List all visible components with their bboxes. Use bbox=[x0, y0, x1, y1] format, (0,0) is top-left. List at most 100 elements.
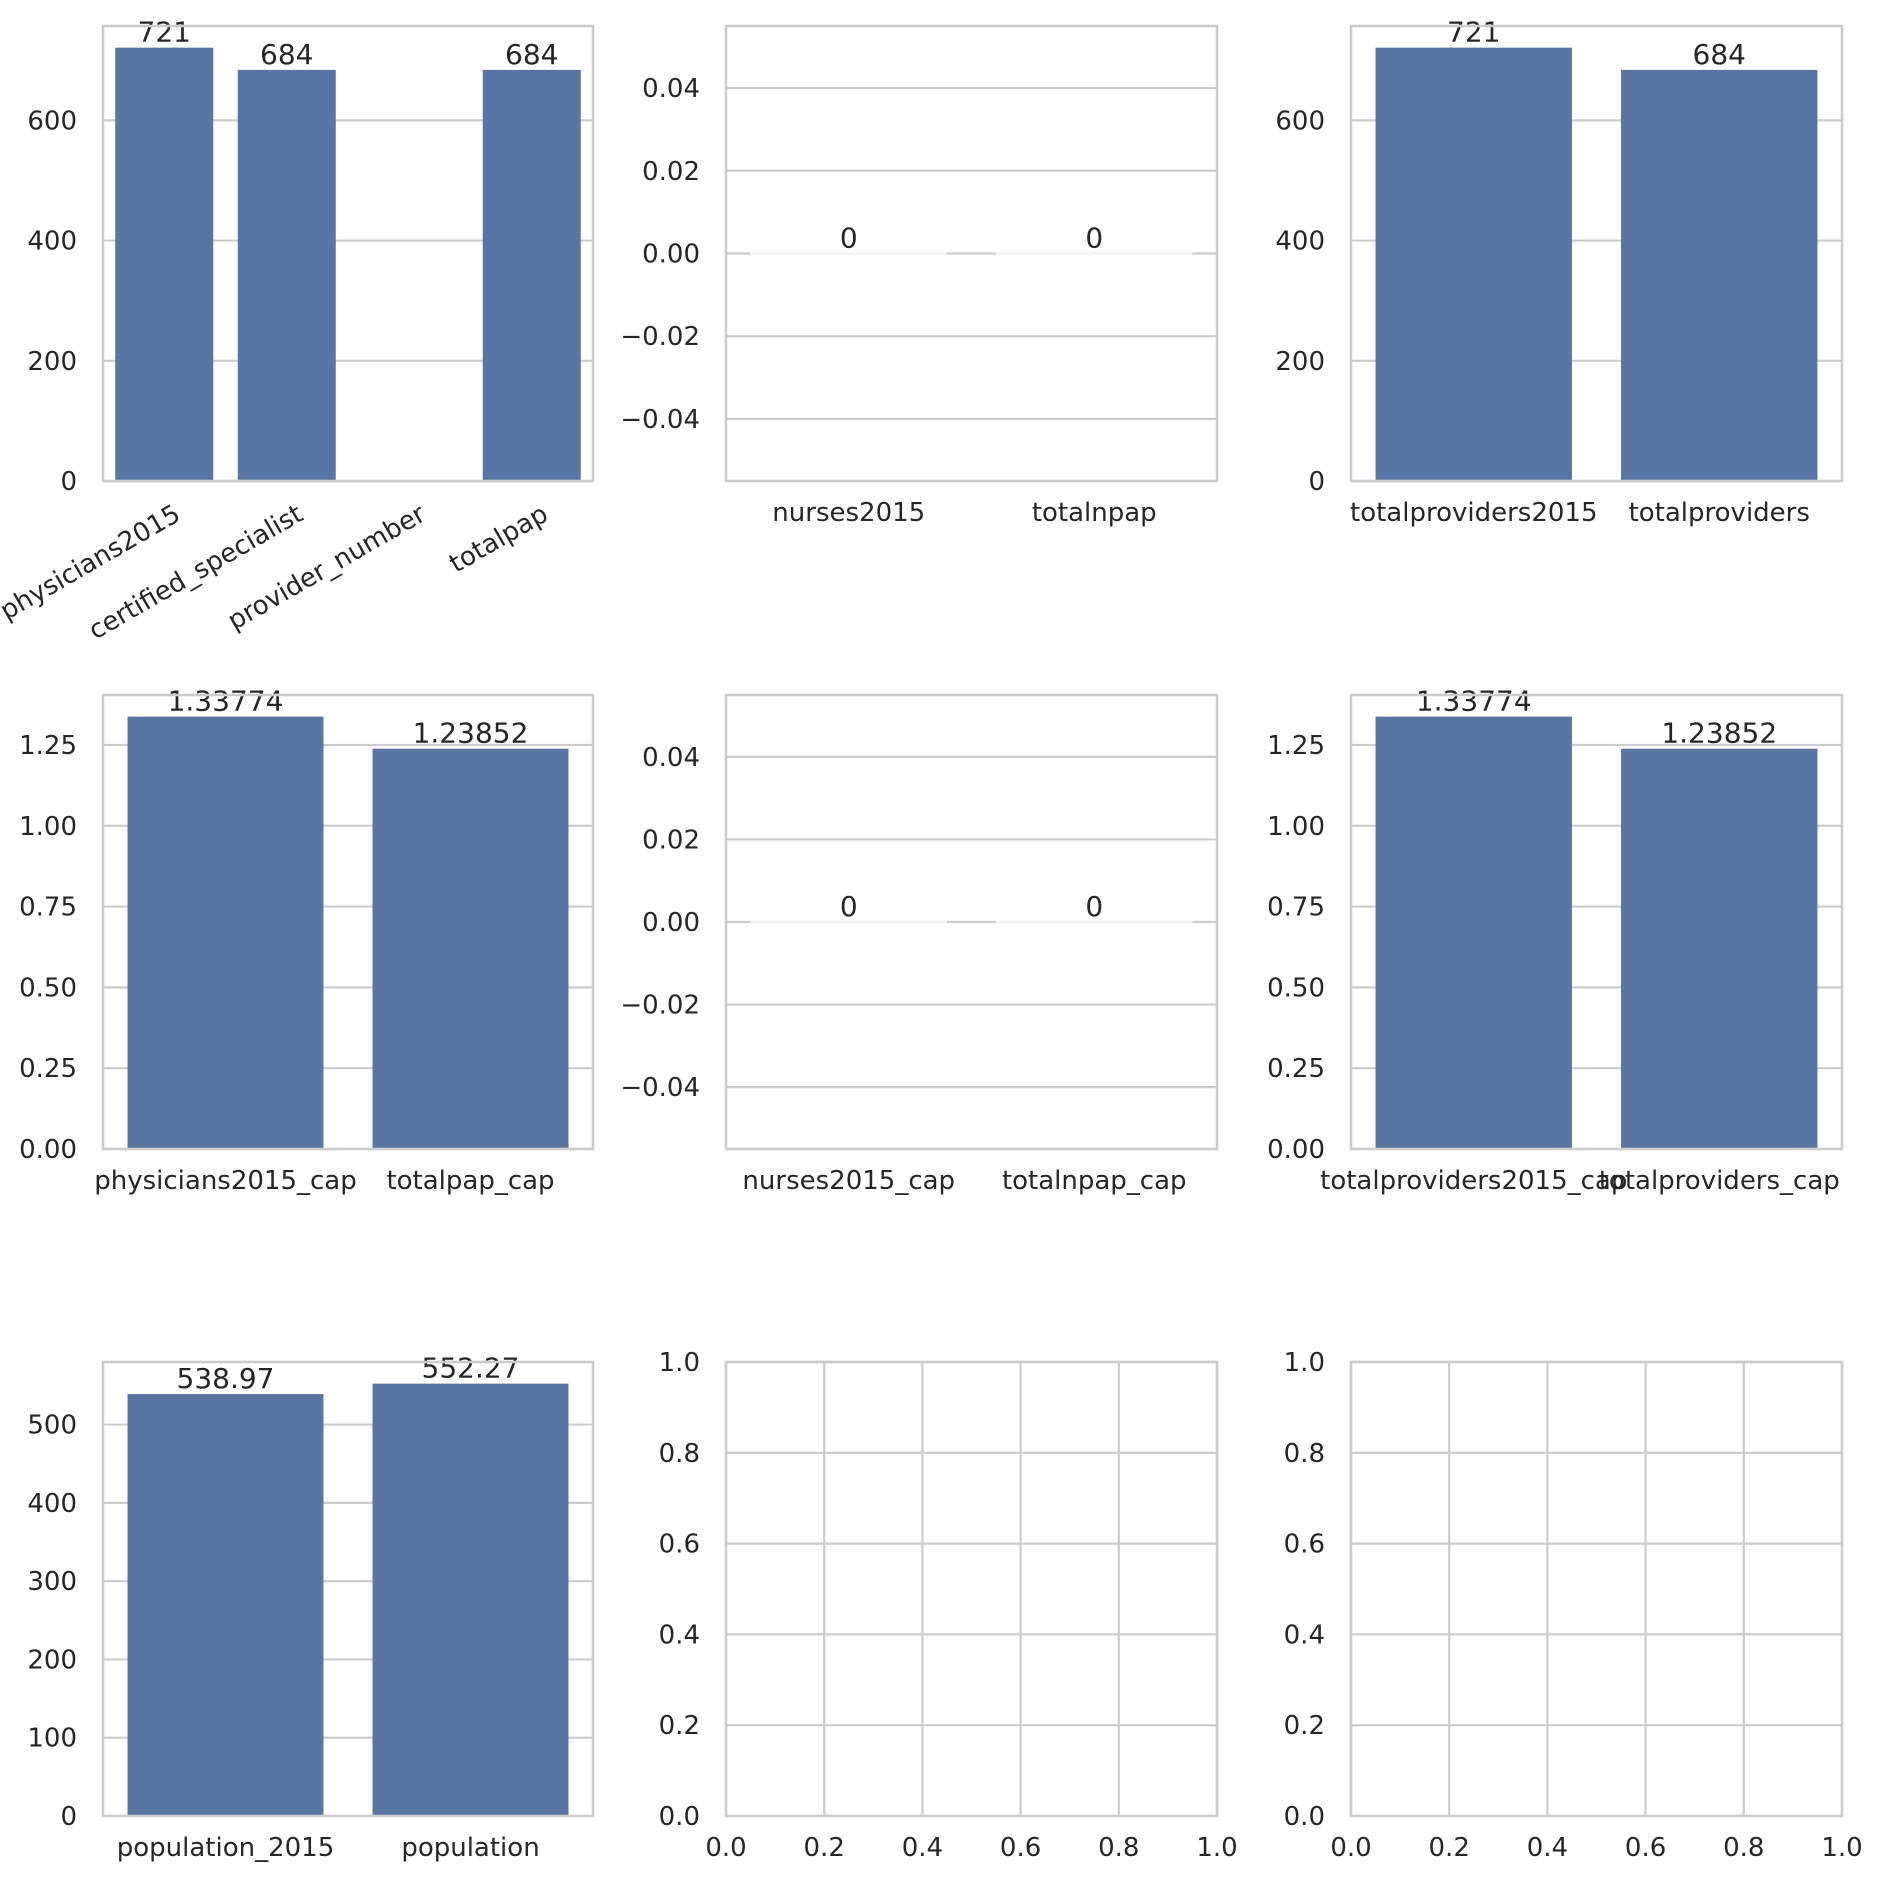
subplot-8-ytick-label: 0.6 bbox=[659, 1530, 700, 1560]
subplot-9-xtick-label: 0.2 bbox=[1429, 1833, 1470, 1863]
bar-label-totalpap-cap: 1.23852 bbox=[413, 717, 529, 750]
bar-label-totalproviders: 684 bbox=[1693, 38, 1746, 71]
subplot-9-ytick-label: 0.6 bbox=[1284, 1530, 1325, 1560]
subplot-8-ytick-label: 0.4 bbox=[659, 1620, 700, 1650]
bar-totalproviders bbox=[1621, 69, 1818, 482]
subplot-5: 0 nurses2015_cap 0 totalnpap_cap −0.04 −0.02 0… bbox=[620, 693, 1219, 1196]
bar-label-totalproviders-cap: 1.23852 bbox=[1661, 717, 1777, 750]
subplot-9: 0.0 0.2 0.4 0.6 0.8 1.0 0.0 0.2 0.4 0.6 0.8 1.0 bbox=[1284, 1348, 1863, 1863]
bar-label-totalproviders2015: 721 bbox=[1447, 16, 1500, 49]
subplot-9-xtick-label: 1.0 bbox=[1821, 1833, 1862, 1863]
subplot-2-frame bbox=[724, 24, 1219, 483]
subplot-1-ytick-label: 400 bbox=[27, 227, 77, 257]
xtick-label-totalnpap-cap: totalnpap_cap bbox=[1002, 1166, 1187, 1196]
subplot-8-ytick-label: 1.0 bbox=[659, 1348, 700, 1378]
subplot-5-ytick-label: −0.02 bbox=[620, 991, 700, 1021]
subplot-1: 721physicians2015684certified_specialist… bbox=[0, 16, 595, 646]
subplot-9-ytick-label: 0.8 bbox=[1284, 1439, 1325, 1469]
xtick-label-population: population bbox=[401, 1833, 539, 1863]
subplot-6-ytick-label: 0.75 bbox=[1267, 893, 1325, 923]
subplot-4-ytick-label: 1.00 bbox=[19, 812, 77, 842]
subplot-7-ytick-label: 300 bbox=[27, 1567, 77, 1597]
subplot-1-ytick-label: 0 bbox=[60, 467, 77, 497]
subplot-9-ytick-label: 0.0 bbox=[1284, 1802, 1325, 1832]
xtick-label-totalproviders-cap: totalproviders_cap bbox=[1599, 1166, 1840, 1196]
subplot-3-ytick-label: 600 bbox=[1275, 106, 1325, 136]
bar-label-nurses2015-cap: 0 bbox=[840, 890, 858, 923]
subplot-9-ytick-label: 0.4 bbox=[1284, 1620, 1325, 1650]
xtick-label-totalpap-cap: totalpap_cap bbox=[386, 1166, 554, 1196]
subplot-6-ytick-label: 1.25 bbox=[1267, 731, 1325, 761]
subplot-8-xtick-label: 0.4 bbox=[902, 1833, 943, 1863]
subplot-9-xtick-label: 0.4 bbox=[1527, 1833, 1568, 1863]
subplot-6-ytick-label: 1.00 bbox=[1267, 812, 1325, 842]
subplot-8-ytick-label: 0.8 bbox=[659, 1439, 700, 1469]
subplot-9-frame bbox=[1349, 1360, 1844, 1818]
xtick-label-totalproviders2015: totalproviders2015 bbox=[1350, 498, 1598, 528]
bar-population-2015 bbox=[127, 1394, 324, 1816]
bar-certified-specialist bbox=[237, 69, 336, 482]
subplot-7-ytick-label: 400 bbox=[27, 1489, 77, 1519]
subplot-7-ytick-label: 100 bbox=[27, 1724, 77, 1754]
subplot-9-xtick-label: 0.6 bbox=[1625, 1833, 1666, 1863]
subplot-7-ytick-label: 200 bbox=[27, 1645, 77, 1675]
subplot-8-xtick-label: 0.2 bbox=[804, 1833, 845, 1863]
bar-label-population-2015: 538.97 bbox=[177, 1362, 275, 1395]
subplot-4-ytick-label: 0.75 bbox=[19, 893, 77, 923]
subplot-3-ytick-label: 0 bbox=[1308, 467, 1325, 497]
subplot-8-ytick-label: 0.0 bbox=[659, 1802, 700, 1832]
subplot-2-ytick-label: 0.04 bbox=[642, 74, 700, 104]
subplot-6-ytick-label: 0.50 bbox=[1267, 973, 1325, 1003]
bar-totalpap bbox=[482, 69, 581, 482]
subplot-7: 538.97 population_2015 552.27 population 0 10… bbox=[27, 1352, 595, 1863]
bar-label-physicians2015: 721 bbox=[138, 16, 191, 49]
bar-label-population: 552.27 bbox=[422, 1352, 520, 1385]
xtick-label-certified-specialist: certified_specialist bbox=[84, 499, 309, 646]
subplot-9-xtick-label: 0.8 bbox=[1723, 1833, 1764, 1863]
subplot-9-xtick-label: 0.0 bbox=[1330, 1833, 1371, 1863]
bar-label-certified-specialist: 684 bbox=[260, 38, 313, 71]
subplot-2: 0 nurses2015 0 totalnpap −0.04 −0.02 0.00 0.02 0… bbox=[620, 24, 1219, 528]
subplot-4-ytick-label: 0.25 bbox=[19, 1054, 77, 1084]
bar-label-nurses2015: 0 bbox=[840, 222, 858, 255]
subplot-5-ytick-label: 0.04 bbox=[642, 743, 700, 773]
subplot-2-ytick-label: −0.04 bbox=[620, 405, 700, 435]
subplot-5-frame bbox=[724, 693, 1219, 1151]
xtick-label-totalpap: totalpap bbox=[444, 499, 553, 579]
xtick-label-provider-number: provider_number bbox=[223, 499, 431, 637]
subplot-2-ytick-label: −0.02 bbox=[620, 322, 700, 352]
subplot-8: 0.0 0.2 0.4 0.6 0.8 1.0 0.0 0.2 0.4 0.6 0.8 1.0 bbox=[659, 1348, 1238, 1863]
xtick-label-totalnpap: totalnpap bbox=[1032, 498, 1157, 528]
bar-physicians2015-cap bbox=[127, 716, 324, 1149]
xtick-label-population-2015: population_2015 bbox=[117, 1833, 335, 1863]
xtick-label-nurses2015: nurses2015 bbox=[772, 498, 925, 528]
subplot-3-frame bbox=[1349, 24, 1844, 483]
subplot-9-ytick-label: 1.0 bbox=[1284, 1348, 1325, 1378]
subplot-6: 1.33774 totalproviders2015_cap 1.23852 tota… bbox=[1267, 685, 1844, 1196]
subplot-3-ytick-label: 200 bbox=[1275, 347, 1325, 377]
subplot-6-frame bbox=[1349, 693, 1844, 1151]
bar-totalproviders2015-cap bbox=[1375, 716, 1572, 1149]
subplot-3-ytick-label: 400 bbox=[1275, 227, 1325, 257]
xtick-label-totalproviders: totalproviders bbox=[1629, 498, 1810, 528]
subplot-9-ytick-label: 0.2 bbox=[1284, 1711, 1325, 1741]
xtick-label-totalproviders2015-cap: totalproviders2015_cap bbox=[1320, 1166, 1627, 1196]
subplot-8-xtick-label: 0.6 bbox=[1000, 1833, 1041, 1863]
subplot-6-ytick-label: 0.00 bbox=[1267, 1135, 1325, 1165]
subplot-4-ytick-label: 0.50 bbox=[19, 973, 77, 1003]
subplot-4-frame bbox=[101, 693, 595, 1151]
bar-totalproviders2015 bbox=[1375, 47, 1572, 481]
bar-population bbox=[372, 1383, 569, 1816]
subplot-8-xtick-label: 0.8 bbox=[1098, 1833, 1139, 1863]
bar-physicians2015 bbox=[115, 47, 214, 481]
subplot-4-ytick-label: 1.25 bbox=[19, 731, 77, 761]
subplot-2-ytick-label: 0.00 bbox=[642, 240, 700, 270]
subplot-7-frame bbox=[101, 1360, 595, 1818]
subplot-1-ytick-label: 600 bbox=[27, 106, 77, 136]
bar-label-totalnpap-cap: 0 bbox=[1085, 890, 1103, 923]
subplot-5-ytick-label: −0.04 bbox=[620, 1073, 700, 1103]
subplot-8-xtick-label: 1.0 bbox=[1196, 1833, 1237, 1863]
subplot-4-ytick-label: 0.00 bbox=[19, 1135, 77, 1165]
subplot-3: 721 totalproviders2015 684 totalproviders 0 2… bbox=[1275, 16, 1844, 528]
